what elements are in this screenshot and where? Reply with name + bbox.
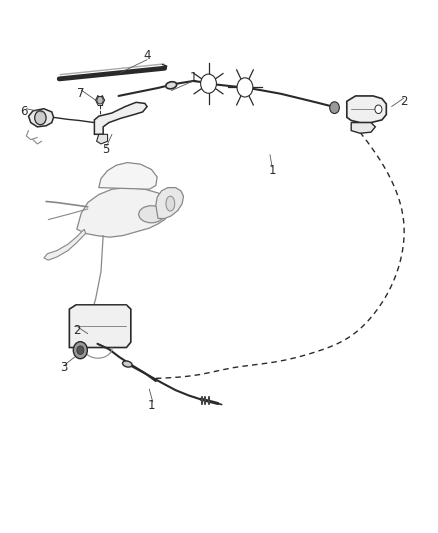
Circle shape: [329, 102, 339, 114]
Ellipse shape: [166, 82, 176, 89]
Ellipse shape: [166, 196, 174, 211]
Polygon shape: [94, 102, 147, 134]
Circle shape: [97, 96, 103, 104]
Ellipse shape: [138, 206, 164, 223]
Circle shape: [77, 346, 84, 354]
Polygon shape: [44, 229, 85, 260]
Text: 5: 5: [102, 143, 109, 156]
Polygon shape: [28, 109, 53, 127]
Circle shape: [73, 342, 87, 359]
Polygon shape: [155, 188, 183, 219]
Polygon shape: [77, 188, 171, 237]
Text: 6: 6: [20, 106, 28, 118]
Text: 1: 1: [189, 71, 197, 84]
Text: 2: 2: [73, 324, 81, 337]
Text: 4: 4: [143, 50, 151, 62]
Text: 1: 1: [147, 399, 155, 411]
Text: 1: 1: [268, 164, 276, 177]
Circle shape: [35, 111, 46, 125]
Polygon shape: [96, 134, 107, 144]
Circle shape: [237, 78, 252, 97]
Text: 2: 2: [399, 95, 407, 108]
Polygon shape: [350, 123, 374, 133]
Text: 7: 7: [77, 87, 85, 100]
Polygon shape: [99, 163, 157, 189]
Circle shape: [200, 74, 216, 93]
Text: 3: 3: [60, 361, 67, 374]
Polygon shape: [346, 96, 385, 123]
Polygon shape: [69, 305, 131, 348]
Circle shape: [374, 105, 381, 114]
Ellipse shape: [122, 361, 132, 367]
